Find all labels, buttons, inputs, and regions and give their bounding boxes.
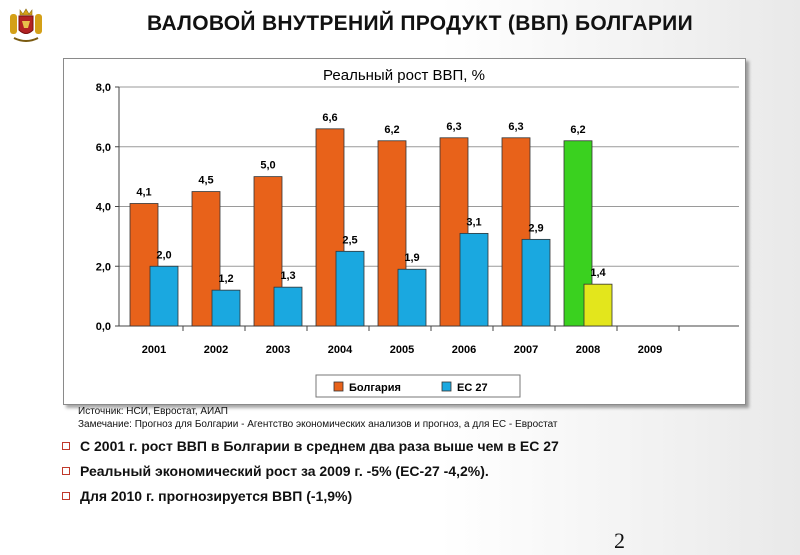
remark-note: Замечание: Прогноз для Болгарии - Агентс… [78, 419, 558, 430]
bar-eu27 [397, 268, 427, 327]
data-label: 2,5 [342, 234, 357, 246]
x-tick-label: 2004 [328, 344, 353, 356]
data-label: 6,3 [508, 121, 523, 133]
data-label: 2,0 [156, 249, 171, 261]
chart-frame: Реальный рост ВВП, % 0,0 2,0 4,0 6,0 8,0 2001 4… [63, 58, 746, 405]
x-tick-label: 2003 [266, 344, 290, 356]
x-tick-label: 2006 [452, 344, 476, 356]
data-label: 6,2 [570, 124, 585, 136]
slide-title: ВАЛОВОЙ ВНУТРЕНИЙ ПРОДУКТ (ВВП) БОЛГАРИИ [147, 12, 693, 35]
data-label: 1,9 [404, 252, 419, 264]
bullet-list: С 2001 г. рост ВВП в Болгарии в среднем … [60, 438, 750, 513]
x-tick-label: 2001 [142, 344, 166, 356]
x-tick-label: 2007 [514, 344, 538, 356]
chart-title: Реальный рост ВВП, % [323, 67, 485, 84]
y-tick-label: 4,0 [96, 202, 111, 214]
bar-eu27 [335, 250, 365, 327]
gdp-growth-chart: Реальный рост ВВП, % 0,0 2,0 4,0 6,0 8,0 2001 4… [96, 67, 739, 398]
x-tick-label: 2009 [638, 344, 662, 356]
data-label: 4,1 [136, 187, 151, 199]
y-tick-label: 2,0 [96, 261, 111, 273]
legend-swatch-eu27 [441, 381, 452, 392]
bulgaria-coat-of-arms-icon [10, 8, 42, 42]
data-label: 1,2 [218, 273, 233, 285]
bullet-item: Реальный экономический рост за 2009 г. -… [60, 463, 750, 479]
legend-label-bulgaria: Болгария [349, 382, 401, 394]
data-label: 6,3 [446, 121, 461, 133]
data-label: 2,9 [528, 222, 543, 234]
bullet-item: Для 2010 г. прогнозируется ВВП (-1,9%) [60, 488, 750, 504]
x-tick-label: 2002 [204, 344, 228, 356]
data-label: 3,1 [466, 216, 481, 228]
bullet-square-icon [62, 492, 70, 500]
page-number: 2 [614, 528, 625, 553]
bar-eu27 [273, 286, 303, 327]
y-tick-label: 6,0 [96, 142, 111, 154]
bullet-item: С 2001 г. рост ВВП в Болгарии в среднем … [60, 438, 750, 454]
y-tick-label: 8,0 [96, 82, 111, 94]
chart-notes: Источник: НСИ, Евростат, АИАП Замечание:… [78, 405, 558, 431]
bar-eu27 [583, 283, 613, 327]
y-tick-label: 0,0 [96, 321, 111, 333]
bar-eu27 [149, 265, 179, 327]
data-label: 1,3 [280, 270, 295, 282]
bullet-text: Для 2010 г. прогнозируется ВВП (-1,9%) [80, 488, 353, 504]
bar-eu27 [211, 289, 241, 327]
data-label: 5,0 [260, 160, 275, 172]
data-label: 6,2 [384, 124, 399, 136]
data-label: 6,6 [322, 112, 337, 124]
x-tick-label: 2008 [576, 344, 600, 356]
bullet-text: С 2001 г. рост ВВП в Болгарии в среднем … [80, 438, 559, 454]
x-tick-label: 2005 [390, 344, 414, 356]
bullet-text: Реальный экономический рост за 2009 г. -… [80, 463, 489, 479]
legend-box [315, 374, 521, 398]
bullet-square-icon [62, 467, 70, 475]
data-label: 4,5 [198, 175, 213, 187]
legend-label-eu27: ЕС 27 [457, 382, 488, 394]
source-note: Источник: НСИ, Евростат, АИАП [78, 406, 228, 417]
bar-eu27 [459, 232, 489, 327]
bullet-square-icon [62, 442, 70, 450]
legend-swatch-bulgaria [333, 381, 344, 392]
data-label: 1,4 [590, 267, 606, 279]
bar-eu27 [521, 238, 551, 327]
